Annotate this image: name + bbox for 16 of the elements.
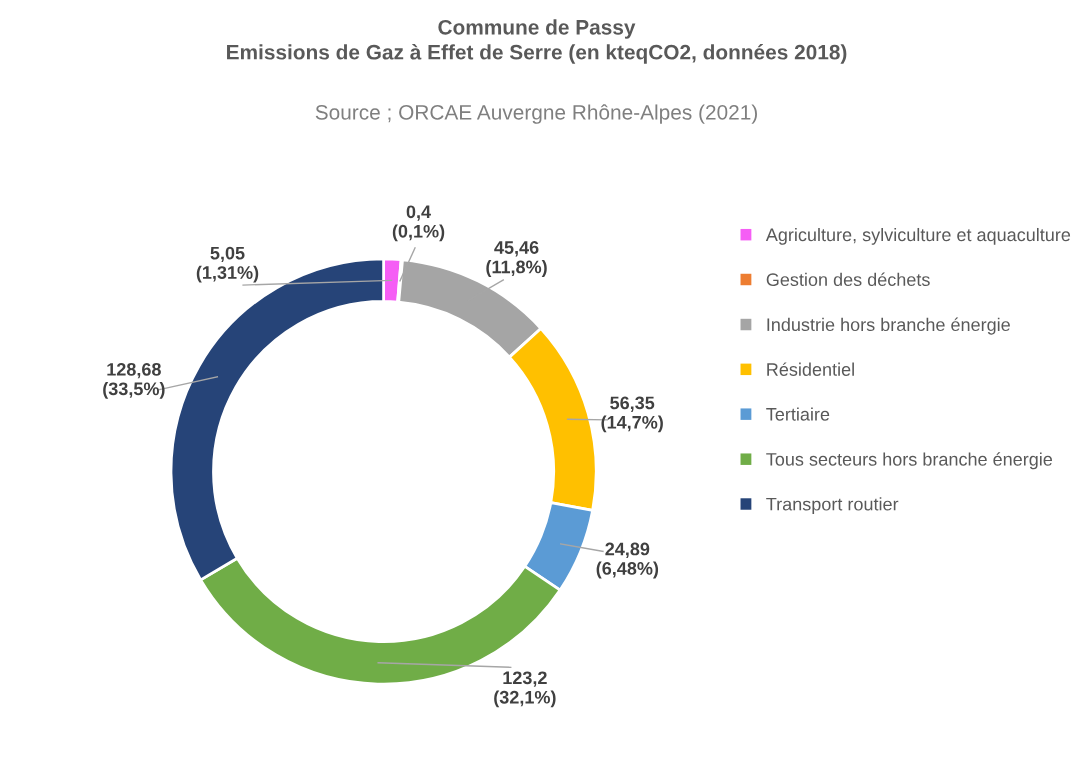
data-label: 128,68 (33,5%) — [103, 362, 165, 399]
legend-label: Industrie hors branche énergie — [767, 317, 1010, 335]
legend-label: Gestion des déchets — [766, 272, 930, 287]
legend-label: Résidentiel — [767, 362, 854, 376]
data-label: 24,89 (6,48%) — [596, 542, 659, 579]
legend-label: Transport routier — [766, 497, 899, 515]
chart-title: Commune de Passy Emissions de Gaz à Effet de Serre (en kteqCO2, données 2018) — [227, 19, 847, 64]
legend-label: Tertiaire — [766, 407, 830, 421]
data-label: 5,05 (1,31%) — [196, 246, 259, 283]
legend-label: Tous secteurs hors branche énergie — [766, 452, 1053, 470]
data-label: 0,4 (0,1%) — [392, 205, 445, 242]
data-label: 123,2 (32,1%) — [494, 671, 556, 708]
legend-label: Agriculture, sylviculture et aquaculture — [765, 227, 1071, 245]
data-label: 45,46 (11,8%) — [486, 241, 547, 277]
chart-subtitle: Source ; ORCAE Auvergne Rhône-Alpes (2021) — [315, 104, 757, 124]
data-label: 56,35 (14,7%) — [601, 396, 663, 433]
